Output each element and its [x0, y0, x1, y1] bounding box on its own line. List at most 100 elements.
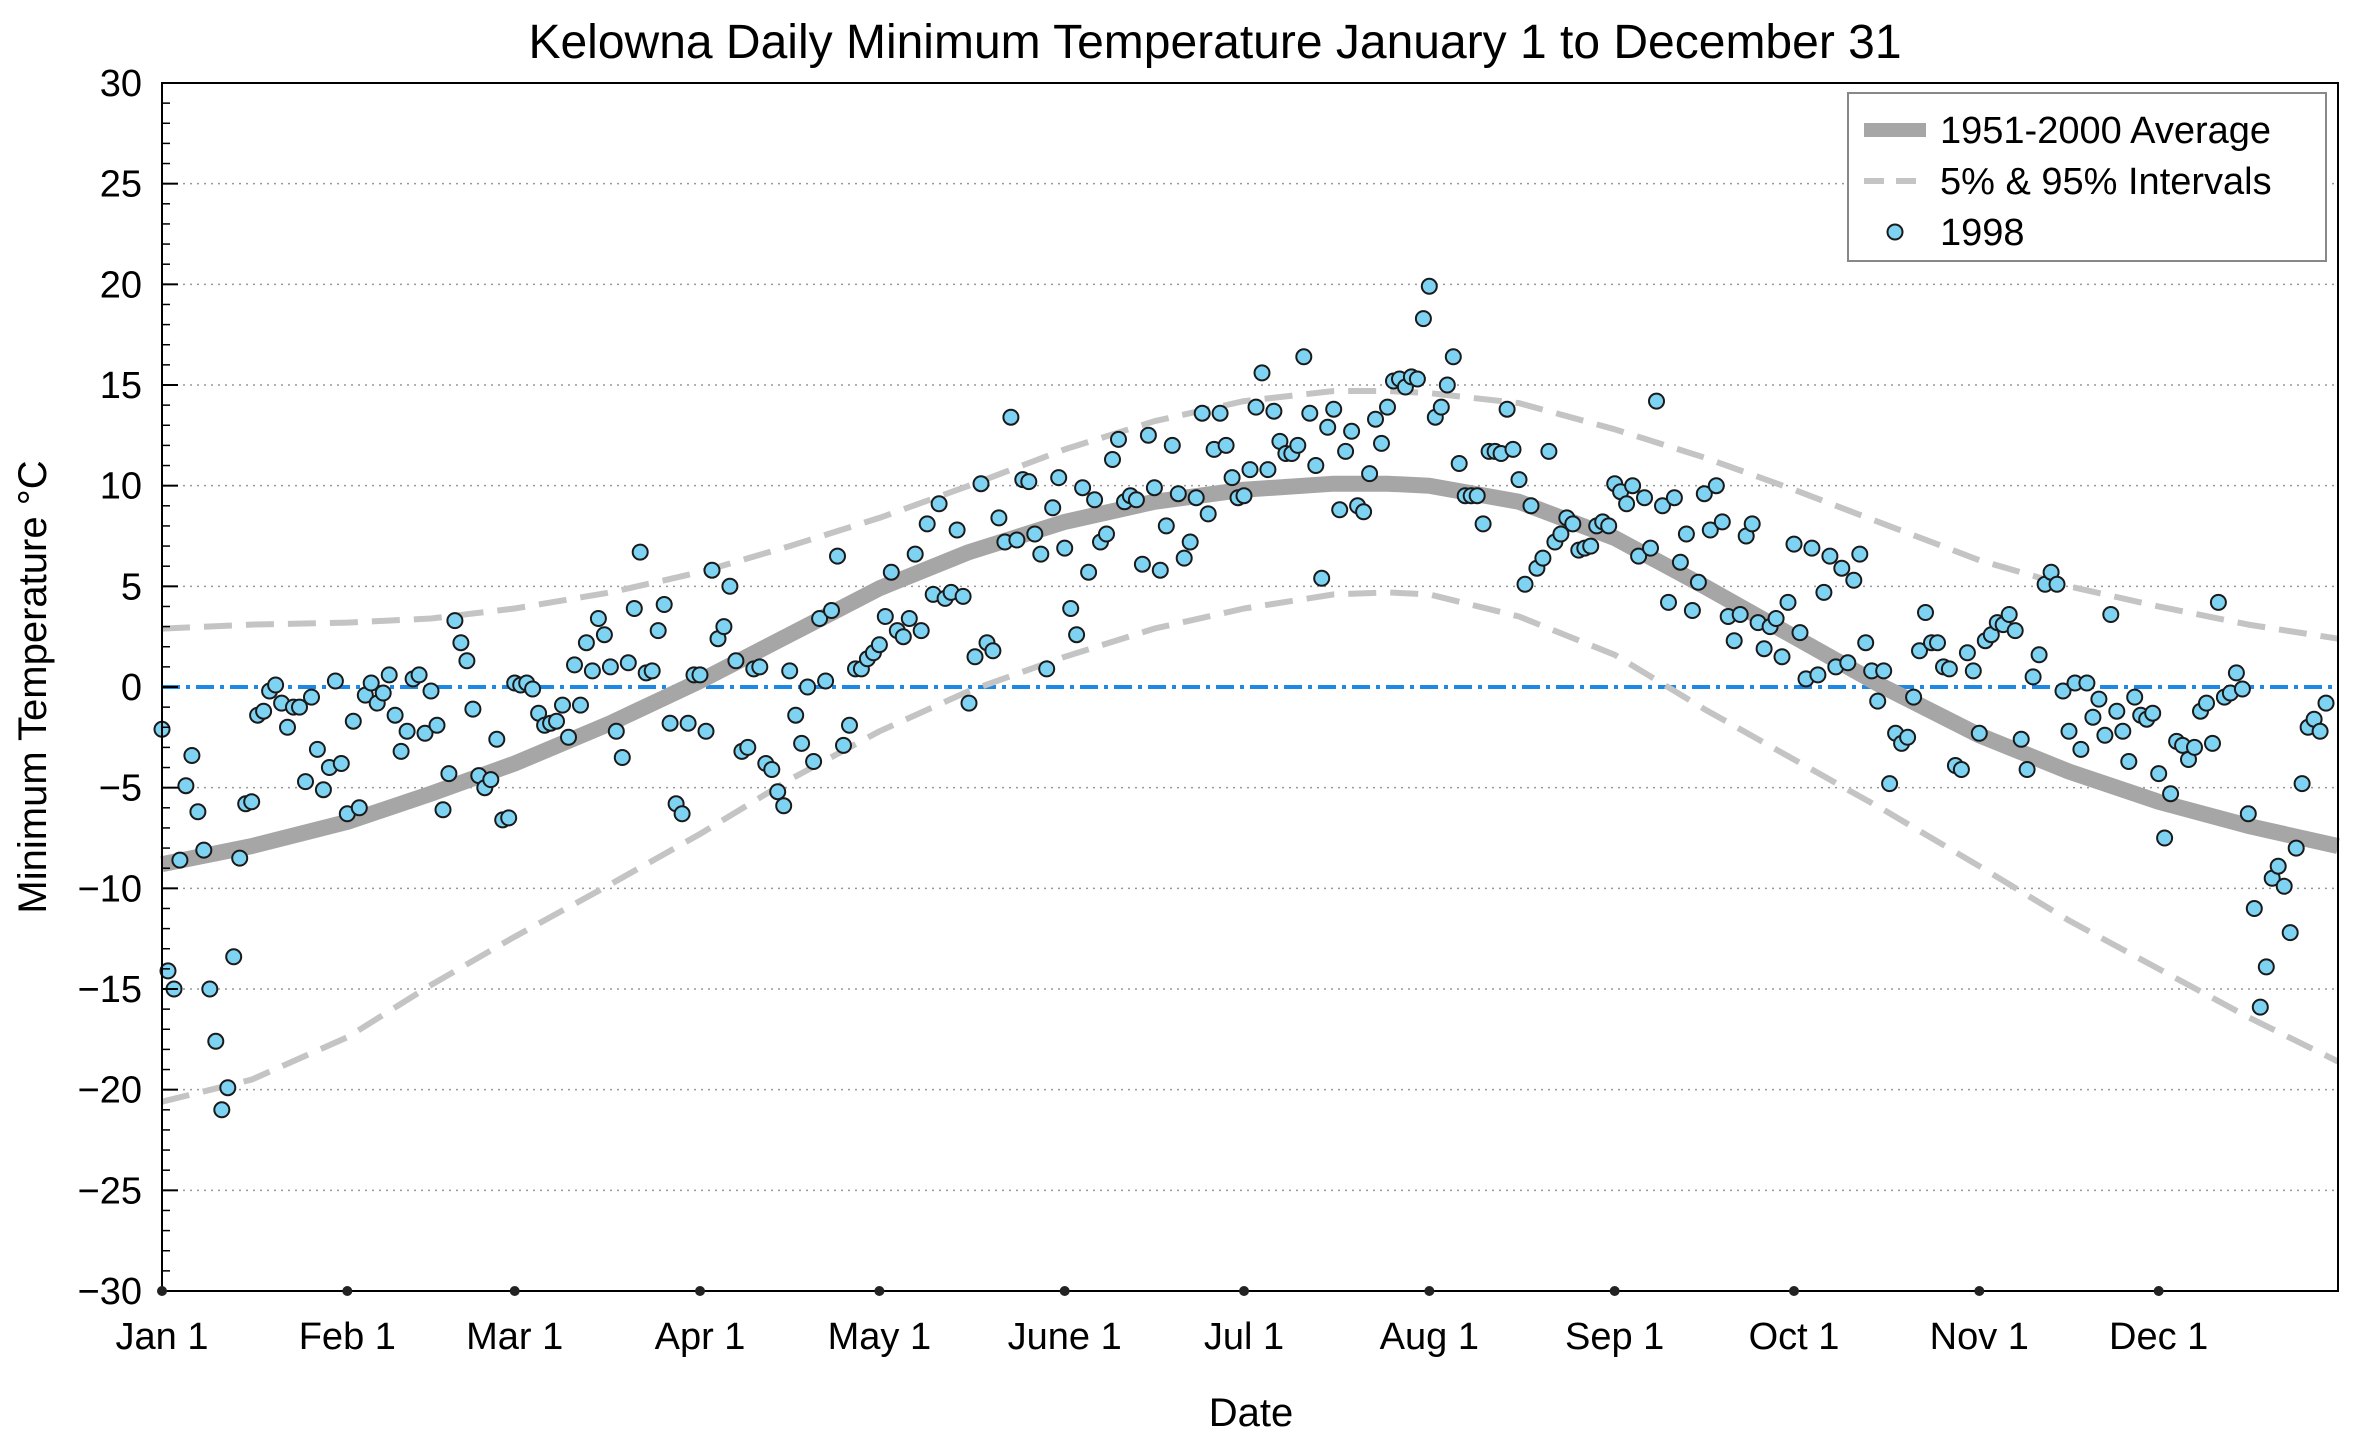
data-point — [2024, 668, 2042, 686]
data-point — [1151, 561, 1169, 579]
data-point — [1630, 547, 1648, 565]
data-point — [291, 698, 308, 716]
data-point — [1791, 624, 1809, 642]
data-point — [697, 722, 715, 740]
data-point — [1062, 600, 1080, 617]
data-point — [2108, 702, 2126, 720]
legend-label: 5% & 95% Intervals — [1940, 161, 2272, 203]
data-point — [775, 797, 793, 815]
data-point — [1319, 418, 1337, 436]
grid — [162, 182, 2338, 1192]
data-point — [829, 547, 846, 565]
data-point — [2257, 958, 2275, 976]
data-point — [159, 962, 177, 980]
data-point — [1773, 648, 1791, 666]
data-point — [2251, 998, 2269, 1016]
data-point — [787, 706, 805, 724]
data-point — [314, 781, 332, 799]
data-point — [607, 722, 625, 740]
x-tick-dot — [874, 1286, 885, 1296]
data-point — [1683, 602, 1701, 619]
data-point — [990, 509, 1008, 527]
data-point — [1677, 525, 1695, 543]
x-tick-dot — [1059, 1286, 1070, 1296]
y-tick-label: −20 — [78, 1070, 142, 1112]
data-point — [1665, 489, 1683, 507]
data-point — [763, 761, 781, 778]
data-point — [2204, 734, 2221, 752]
x-tick-label: Jul 1 — [1204, 1316, 1284, 1358]
x-tick-dot — [509, 1286, 520, 1296]
data-point — [715, 618, 733, 636]
x-tick-dot — [1239, 1286, 1250, 1296]
data-point — [2198, 694, 2215, 712]
data-point — [243, 793, 261, 811]
data-point — [2000, 606, 2018, 623]
data-point — [398, 722, 416, 740]
data-point — [1970, 724, 1988, 742]
data-point — [1133, 555, 1151, 573]
data-point — [1373, 434, 1390, 452]
data-point — [1086, 491, 1104, 509]
data-point — [1056, 539, 1074, 557]
x-tick-label: Feb 1 — [299, 1316, 396, 1358]
data-point — [1361, 465, 1379, 483]
data-point — [1552, 525, 1570, 543]
y-tick-label: −30 — [78, 1271, 142, 1313]
data-point — [2293, 775, 2311, 793]
data-point — [201, 980, 219, 998]
data-point — [488, 730, 506, 748]
data-point — [2144, 704, 2162, 722]
interval-line — [161, 388, 2339, 642]
data-point — [1839, 654, 1857, 672]
data-point — [805, 753, 823, 770]
data-point — [332, 755, 350, 772]
x-tick-dot — [1609, 1286, 1620, 1296]
data-point — [1964, 662, 1982, 680]
data-point — [386, 706, 404, 724]
data-point — [1642, 539, 1659, 557]
data-point — [1516, 575, 1534, 593]
x-tick-label: May 1 — [828, 1316, 931, 1358]
data-point — [1857, 634, 1875, 652]
data-point — [416, 724, 434, 742]
data-point — [1104, 451, 1121, 468]
data-point — [410, 666, 428, 684]
chart-title: Kelowna Daily Minimum Temperature Januar… — [528, 16, 1901, 69]
data-point — [1193, 404, 1211, 422]
data-point — [1074, 479, 1092, 497]
data-point — [1707, 477, 1725, 495]
data-point — [326, 672, 344, 690]
data-point — [583, 662, 601, 680]
data-point — [1713, 513, 1731, 531]
x-tick-dot — [157, 1286, 167, 1296]
x-axis-label: Date — [1209, 1391, 1294, 1432]
x-tick-label: Aug 1 — [1380, 1316, 1479, 1358]
data-point — [2156, 829, 2174, 847]
data-point — [1725, 632, 1743, 650]
data-point — [1701, 521, 1719, 539]
data-point — [1444, 348, 1462, 366]
data-point — [1355, 503, 1373, 521]
data-point — [1181, 533, 1199, 551]
data-point — [380, 666, 398, 684]
series-layer — [160, 388, 2340, 1105]
data-points — [153, 277, 2335, 1119]
data-point — [1869, 692, 1887, 710]
data-point — [984, 642, 1002, 660]
data-point — [1785, 535, 1803, 553]
data-point — [691, 666, 709, 684]
data-point — [1367, 410, 1384, 428]
data-point — [1163, 436, 1181, 454]
data-point — [1534, 549, 1552, 567]
data-point — [1743, 515, 1761, 533]
data-point — [1845, 571, 1863, 589]
data-point — [2084, 708, 2102, 726]
data-point — [2054, 682, 2072, 700]
data-point — [1169, 485, 1187, 503]
data-point — [811, 610, 829, 627]
legend-box — [1847, 92, 2327, 262]
data-point — [1940, 660, 1958, 678]
data-point — [279, 718, 296, 736]
legend-swatch-marker — [1886, 223, 1904, 241]
